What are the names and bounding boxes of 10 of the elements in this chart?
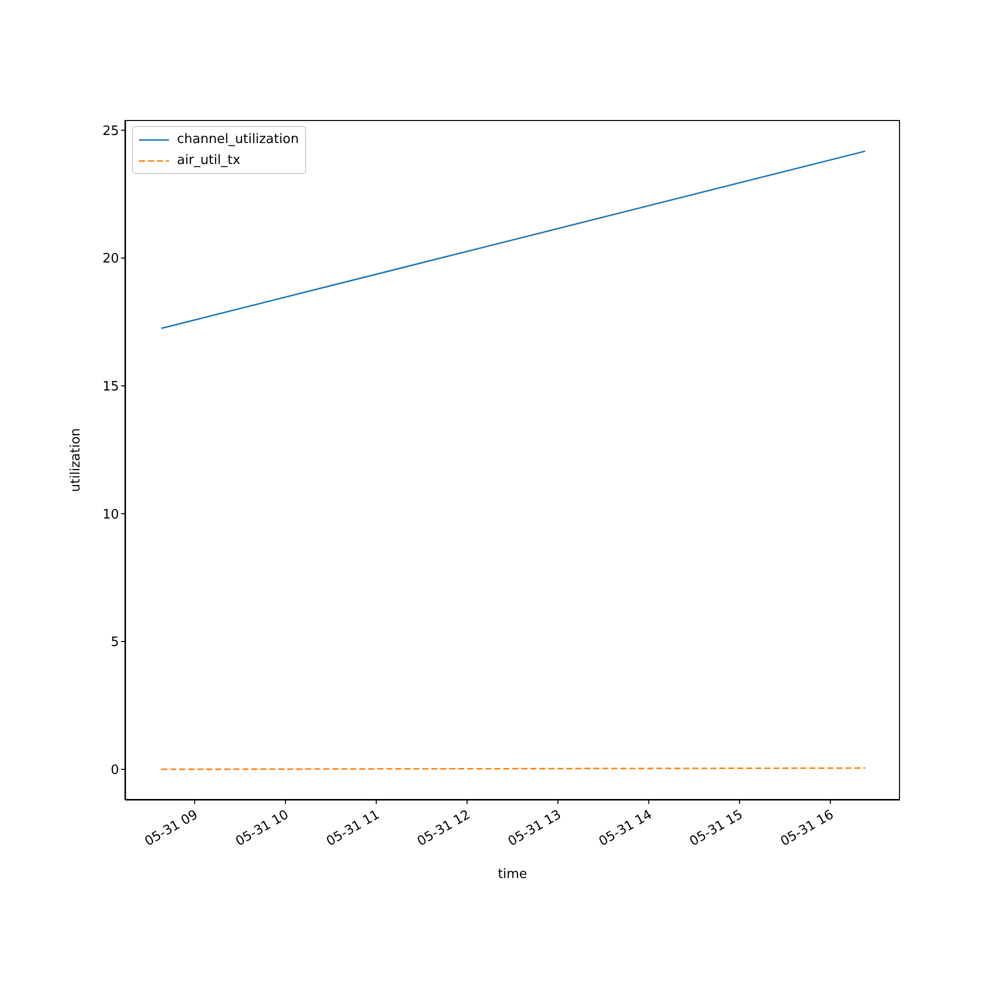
y-axis-title: utilization xyxy=(68,428,84,492)
y-tick-label: 20 xyxy=(102,252,119,267)
legend-label: air_util_tx xyxy=(177,153,240,168)
y-tick-label: 0 xyxy=(110,762,119,778)
y-tick-label: 15 xyxy=(102,379,119,394)
x-axis-title: time xyxy=(498,867,528,882)
y-tick-label: 10 xyxy=(102,507,119,522)
y-tick-label: 25 xyxy=(102,124,119,139)
legend-label: channel_utilization xyxy=(177,132,299,147)
y-tick-label: 5 xyxy=(110,635,119,650)
